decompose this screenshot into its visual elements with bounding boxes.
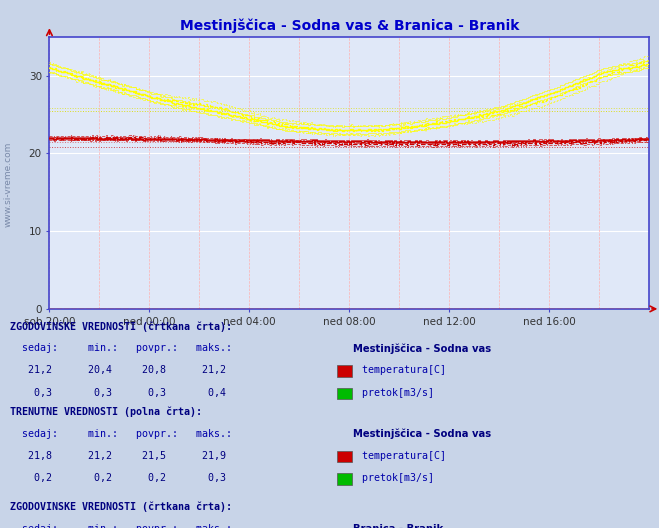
Text: sedaj:     min.:   povpr.:   maks.:: sedaj: min.: povpr.: maks.: xyxy=(10,524,232,528)
Text: TRENUTNE VREDNOSTI (polna črta):: TRENUTNE VREDNOSTI (polna črta): xyxy=(10,407,202,417)
Text: ZGODOVINSKE VREDNOSTI (črtkana črta):: ZGODOVINSKE VREDNOSTI (črtkana črta): xyxy=(10,321,232,332)
Text: www.si-vreme.com: www.si-vreme.com xyxy=(3,142,13,228)
Title: Mestinjščica - Sodna vas & Branica - Branik: Mestinjščica - Sodna vas & Branica - Bra… xyxy=(180,18,519,33)
Text: sedaj:     min.:   povpr.:   maks.:: sedaj: min.: povpr.: maks.: xyxy=(10,429,232,439)
Text: sedaj:     min.:   povpr.:   maks.:: sedaj: min.: povpr.: maks.: xyxy=(10,343,232,353)
Text: 0,3       0,3      0,3       0,4: 0,3 0,3 0,3 0,4 xyxy=(10,388,226,398)
Text: 21,8      21,2     21,5      21,9: 21,8 21,2 21,5 21,9 xyxy=(10,451,226,461)
Text: 21,2      20,4     20,8      21,2: 21,2 20,4 20,8 21,2 xyxy=(10,365,226,375)
Text: 0,2       0,2      0,2       0,3: 0,2 0,2 0,2 0,3 xyxy=(10,473,226,483)
Text: Mestinjščica - Sodna vas: Mestinjščica - Sodna vas xyxy=(353,429,491,439)
Bar xyxy=(337,473,352,485)
Text: ZGODOVINSKE VREDNOSTI (črtkana črta):: ZGODOVINSKE VREDNOSTI (črtkana črta): xyxy=(10,502,232,512)
Text: temperatura[C]: temperatura[C] xyxy=(356,365,446,375)
Text: temperatura[C]: temperatura[C] xyxy=(356,451,446,461)
Text: Branica - Branik: Branica - Branik xyxy=(353,524,443,528)
Text: pretok[m3/s]: pretok[m3/s] xyxy=(356,388,434,398)
Bar xyxy=(337,451,352,463)
Text: pretok[m3/s]: pretok[m3/s] xyxy=(356,473,434,483)
Bar xyxy=(337,365,352,377)
Bar xyxy=(337,388,352,399)
Text: Mestinjščica - Sodna vas: Mestinjščica - Sodna vas xyxy=(353,343,491,354)
